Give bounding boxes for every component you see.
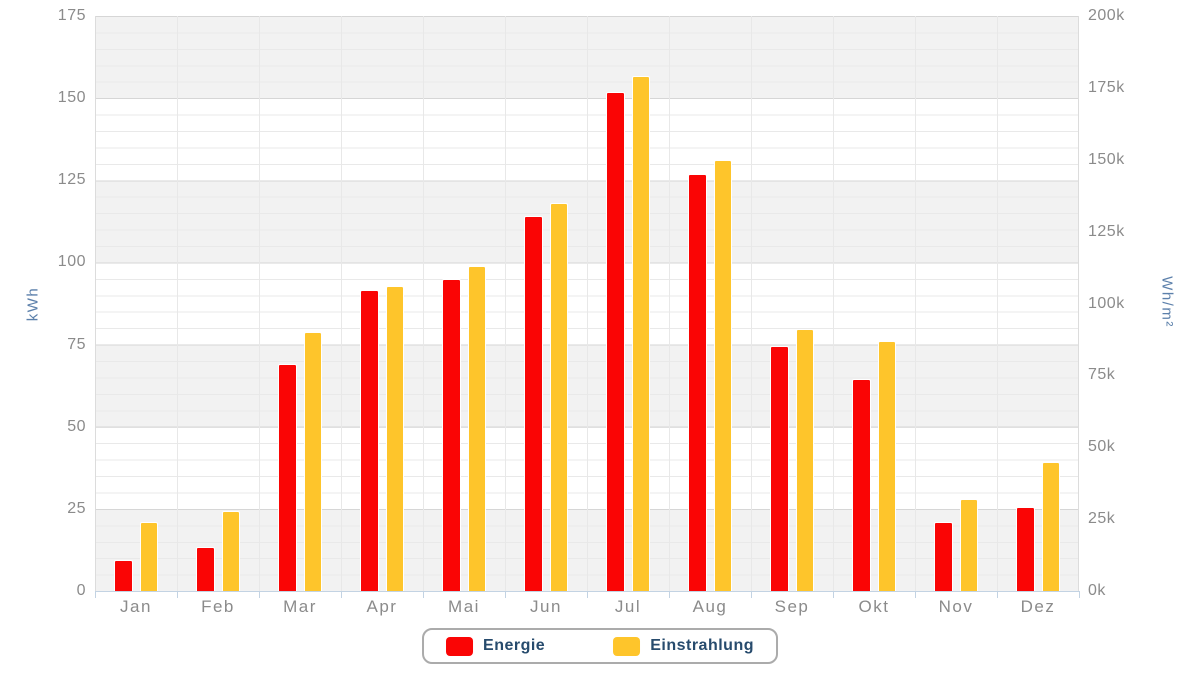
bar-einstrahlung-okt[interactable] (877, 340, 896, 591)
left-axis-tick-labels: 175 150 125 100 75 50 25 0 (0, 0, 86, 688)
right-tick-175k: 175k (1088, 78, 1125, 96)
bar-energie-mai[interactable] (442, 278, 461, 591)
x-axis-tick (833, 591, 834, 598)
left-tick-75: 75 (67, 335, 86, 353)
left-tick-50: 50 (67, 417, 86, 435)
bar-einstrahlung-mar[interactable] (303, 332, 322, 591)
right-tick-75k: 75k (1088, 366, 1116, 384)
x-axis-tick (423, 591, 424, 598)
right-tick-25k: 25k (1088, 510, 1116, 528)
bar-einstrahlung-aug[interactable] (713, 159, 732, 591)
legend: Energie Einstrahlung (422, 628, 778, 664)
legend-label-energie: Energie (483, 637, 546, 654)
bar-energie-jun[interactable] (524, 216, 543, 591)
x-axis-tick (505, 591, 506, 598)
month-label-feb: Feb (201, 597, 235, 616)
legend-item-einstrahlung[interactable]: Einstrahlung (613, 636, 754, 656)
month-label-jun: Jun (530, 597, 562, 616)
right-tick-125k: 125k (1088, 222, 1125, 240)
bar-energie-apr[interactable] (360, 290, 379, 591)
x-axis-tick (997, 591, 998, 598)
month-label-jan: Jan (120, 597, 152, 616)
x-axis-tick (1079, 591, 1080, 598)
x-axis-tick (341, 591, 342, 598)
bar-einstrahlung-feb[interactable] (221, 510, 240, 591)
bar-energie-okt[interactable] (852, 379, 871, 591)
bar-einstrahlung-jul[interactable] (631, 76, 650, 591)
x-axis-tick (669, 591, 670, 598)
x-axis-tick (259, 591, 260, 598)
bar-energie-jan[interactable] (114, 559, 133, 591)
bar-energie-dez[interactable] (1016, 507, 1035, 591)
month-label-dez: Dez (1020, 597, 1056, 616)
legend-item-energie[interactable]: Energie (446, 636, 546, 656)
right-tick-200k: 200k (1088, 7, 1125, 24)
left-tick-125: 125 (57, 171, 86, 189)
left-tick-0: 0 (76, 582, 86, 599)
right-axis-tick-labels: 200k 175k 150k 125k 100k 75k 50k 25k 0k (1088, 0, 1158, 688)
bar-energie-mar[interactable] (278, 364, 297, 591)
month-label-okt: Okt (858, 597, 890, 616)
left-axis-title: kWh (24, 286, 42, 322)
x-axis-tick (751, 591, 752, 598)
right-tick-0k: 0k (1088, 582, 1106, 599)
left-tick-150: 150 (57, 89, 86, 107)
bar-einstrahlung-mai[interactable] (467, 266, 486, 591)
left-tick-100: 100 (57, 253, 86, 271)
einstrahlung-swatch-icon (613, 636, 641, 656)
month-label-mai: Mai (448, 597, 480, 616)
bar-einstrahlung-apr[interactable] (385, 286, 404, 591)
left-tick-25: 25 (67, 499, 86, 517)
legend-label-einstrahlung: Einstrahlung (650, 637, 754, 654)
x-axis-tick (915, 591, 916, 598)
bar-energie-jul[interactable] (606, 91, 625, 591)
bar-einstrahlung-dez[interactable] (1041, 461, 1060, 591)
bar-energie-aug[interactable] (688, 173, 707, 591)
month-label-nov: Nov (938, 597, 974, 616)
month-label-mar: Mar (283, 597, 317, 616)
x-axis-tick (587, 591, 588, 598)
month-label-jul: Jul (614, 597, 642, 616)
x-axis-tick (95, 591, 96, 598)
x-axis-tick (177, 591, 178, 598)
energie-swatch-icon (446, 636, 474, 656)
bar-einstrahlung-nov[interactable] (959, 499, 978, 591)
right-tick-150k: 150k (1088, 150, 1125, 168)
bar-einstrahlung-jun[interactable] (549, 202, 568, 591)
bar-energie-nov[interactable] (934, 522, 953, 591)
bar-energie-sep[interactable] (770, 346, 789, 591)
month-label-sep: Sep (774, 597, 810, 616)
right-axis-title: Wh/m² (1158, 276, 1176, 328)
bar-einstrahlung-jan[interactable] (139, 522, 158, 591)
right-tick-50k: 50k (1088, 438, 1116, 456)
month-label-aug: Aug (692, 597, 728, 616)
right-tick-100k: 100k (1088, 294, 1125, 312)
x-axis-ticks (95, 591, 1080, 598)
bar-einstrahlung-sep[interactable] (795, 329, 814, 591)
x-axis-labels: Jan Feb Mar Apr Mai Jun Jul Aug Sep Okt Nov Dez (95, 597, 1079, 619)
left-tick-175: 175 (57, 7, 86, 24)
bar-energie-feb[interactable] (196, 546, 215, 591)
month-label-apr: Apr (366, 597, 398, 616)
plot-area (95, 16, 1079, 591)
